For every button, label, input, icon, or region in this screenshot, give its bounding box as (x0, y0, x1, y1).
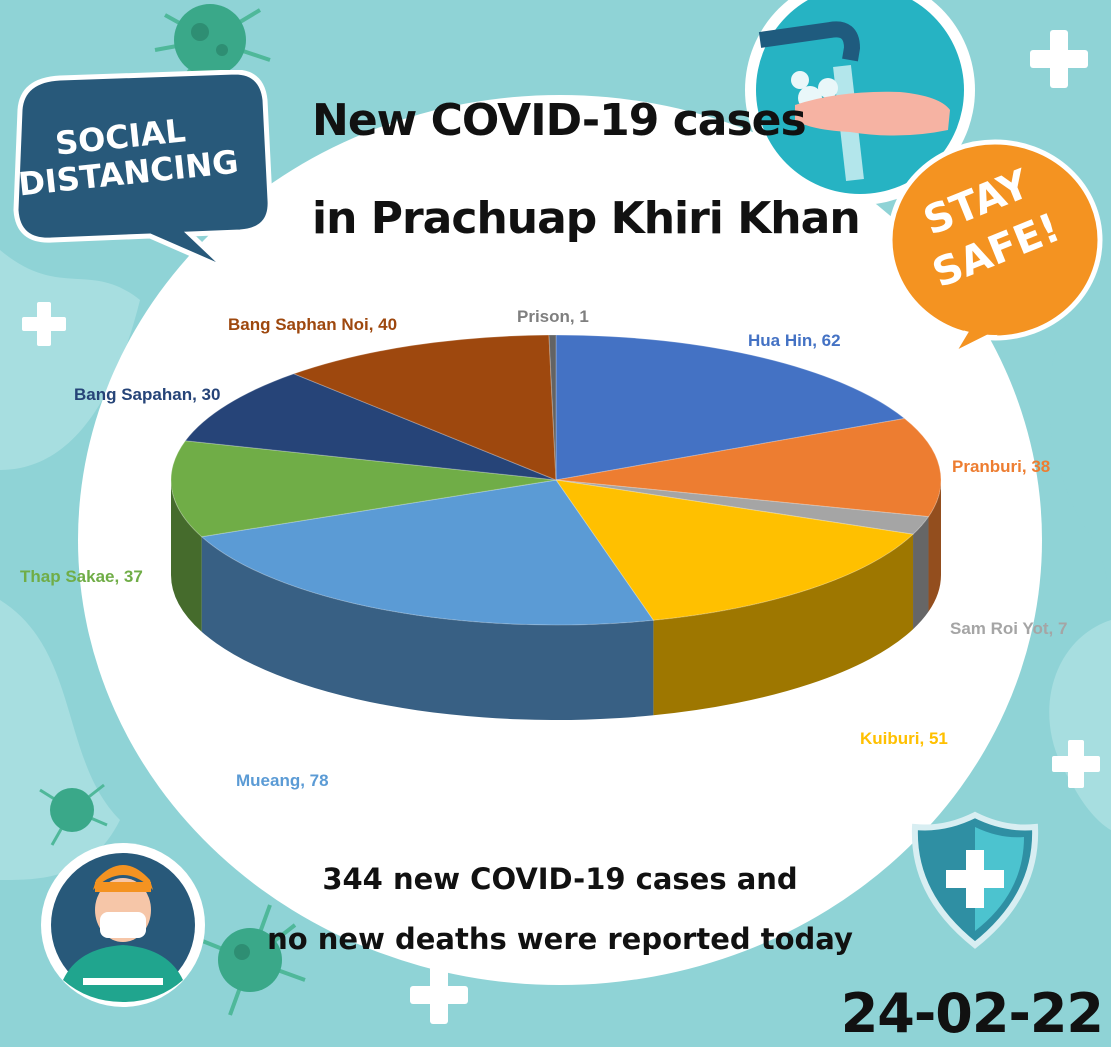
pie-slice-thap-sakae (170, 440, 557, 538)
virus-icon (199, 904, 306, 1016)
pie-label-prison: Prison, 1 (517, 307, 589, 326)
pie-label-sam-roi-yot: Sam Roi Yot, 7 (950, 619, 1067, 638)
handwashing-icon (745, 0, 975, 205)
plus-icon (1052, 740, 1100, 788)
pie-slice-sam-roi-yot (555, 479, 930, 535)
pie-label-mueang: Mueang, 78 (236, 771, 329, 790)
pie-slice-side-kuiburi (653, 534, 914, 716)
plus-icon (22, 302, 66, 346)
pie-slice-pranburi (555, 417, 942, 518)
title-line-1: New COVID-19 cases (312, 95, 807, 146)
pie-slice-side-sam-roi-yot (913, 516, 929, 630)
pie-slice-bang-sapahan (184, 373, 557, 481)
pie-slice-side-thap-sakae (171, 480, 202, 632)
pie-slice-kuiburi (554, 479, 915, 621)
date-label: 24-02-22 (840, 982, 1104, 1045)
virus-icon (39, 783, 108, 846)
pie-slice-hua-hin (555, 334, 906, 481)
plus-icon (1030, 30, 1088, 88)
summary-line-1: 344 new COVID-19 cases and (322, 862, 798, 896)
pie-slice-mueang (200, 479, 655, 626)
pie-label-pranburi: Pranburi, 38 (952, 457, 1050, 476)
pie-slice-bang-saphan-noi (292, 334, 557, 481)
pie-label-hua-hin: Hua Hin, 62 (748, 331, 841, 350)
pie-label-bang-sapahan: Bang Sapahan, 30 (74, 385, 220, 404)
pie-slice-prison (548, 334, 557, 481)
pie-label-kuiburi: Kuiburi, 51 (860, 729, 948, 748)
title-line-2: in Prachuap Khiri Khan (312, 193, 861, 244)
plus-icon (410, 966, 468, 1024)
masked-person-icon (41, 843, 205, 1007)
pie-label-thap-sakae: Thap Sakae, 37 (20, 567, 143, 586)
stay-safe-badge (887, 139, 1103, 362)
pie-slice-side-pranburi (928, 480, 941, 612)
social-distancing-badge (13, 70, 273, 273)
summary-line-2: no new deaths were reported today (267, 922, 853, 956)
shield-plus-icon (911, 811, 1039, 949)
pie-label-bang-saphan-noi: Bang Saphan Noi, 40 (228, 315, 397, 334)
pie-slice-side-mueang (201, 536, 654, 721)
